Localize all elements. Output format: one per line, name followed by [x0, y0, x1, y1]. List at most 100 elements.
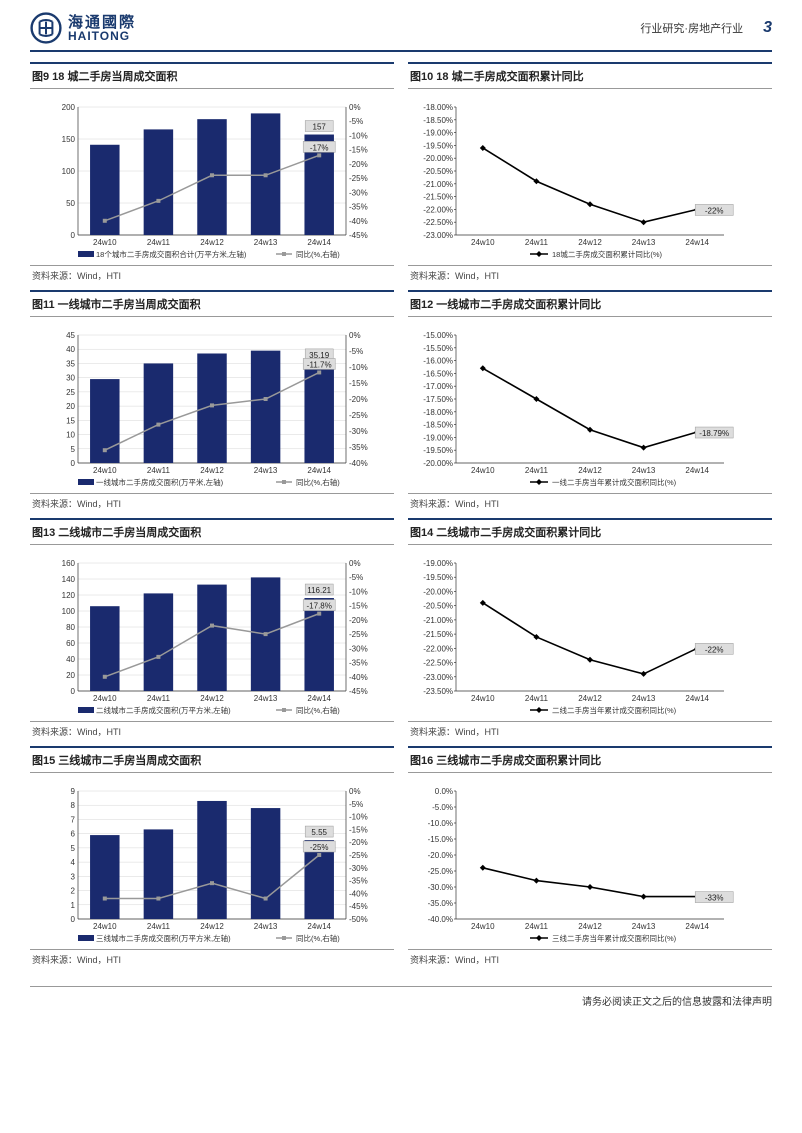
svg-text:24w13: 24w13	[632, 238, 656, 247]
svg-text:6: 6	[71, 830, 76, 839]
chart-area: -40.0%-35.0%-30.0%-25.0%-20.0%-15.0%-10.…	[408, 772, 772, 950]
svg-text:-19.00%: -19.00%	[423, 433, 453, 442]
svg-text:-40%: -40%	[349, 217, 368, 226]
svg-text:-18.79%: -18.79%	[699, 429, 729, 438]
svg-text:-16.50%: -16.50%	[423, 369, 453, 378]
svg-text:-23.00%: -23.00%	[423, 231, 453, 240]
chart-title: 图15 三线城市二手房当周成交面积	[30, 748, 394, 772]
svg-text:-5.0%: -5.0%	[432, 803, 453, 812]
svg-text:二线二手房当年累计成交面积同比(%): 二线二手房当年累计成交面积同比(%)	[552, 705, 677, 715]
svg-text:-35%: -35%	[349, 443, 368, 452]
svg-text:-25%: -25%	[349, 174, 368, 183]
svg-text:-19.00%: -19.00%	[423, 559, 453, 568]
svg-text:24w13: 24w13	[632, 694, 656, 703]
svg-text:18城二手房成交面积累计同比(%): 18城二手房成交面积累计同比(%)	[552, 249, 663, 259]
chart-source: 资料来源：Wind，HTI	[408, 950, 772, 966]
svg-text:-25%: -25%	[349, 851, 368, 860]
svg-text:-20.00%: -20.00%	[423, 154, 453, 163]
svg-text:-5%: -5%	[349, 800, 363, 809]
svg-text:24w10: 24w10	[93, 922, 117, 931]
svg-text:-10%: -10%	[349, 363, 368, 372]
svg-text:5: 5	[71, 445, 76, 454]
chart-title: 图14 二线城市二手房成交面积累计同比	[408, 520, 772, 544]
svg-text:-20%: -20%	[349, 616, 368, 625]
svg-text:-20.50%: -20.50%	[423, 167, 453, 176]
svg-text:同比(%,右轴): 同比(%,右轴)	[296, 477, 340, 487]
svg-text:-25%: -25%	[349, 411, 368, 420]
svg-text:24w12: 24w12	[200, 922, 224, 931]
logo-text-en: HAITONG	[68, 30, 136, 42]
svg-text:-21.50%: -21.50%	[423, 630, 453, 639]
svg-text:-5%: -5%	[349, 347, 363, 356]
svg-text:24w11: 24w11	[147, 694, 171, 703]
svg-text:-19.50%: -19.50%	[423, 446, 453, 455]
svg-text:-35%: -35%	[349, 877, 368, 886]
svg-text:-10%: -10%	[349, 587, 368, 596]
svg-text:-19.50%: -19.50%	[423, 573, 453, 582]
svg-text:同比(%,右轴): 同比(%,右轴)	[296, 249, 340, 259]
chart-title: 图9 18 城二手房当周成交面积	[30, 64, 394, 88]
svg-text:-5%: -5%	[349, 117, 363, 126]
svg-text:24w14: 24w14	[685, 922, 709, 931]
svg-text:-20.50%: -20.50%	[423, 602, 453, 611]
svg-text:24w13: 24w13	[632, 922, 656, 931]
chart-source: 资料来源：Wind，HTI	[30, 494, 394, 510]
svg-text:0: 0	[71, 459, 76, 468]
svg-text:同比(%,右轴): 同比(%,右轴)	[296, 933, 340, 943]
svg-text:-19.00%: -19.00%	[423, 129, 453, 138]
chart-area: -23.50%-23.00%-22.50%-22.00%-21.50%-21.0…	[408, 544, 772, 722]
svg-text:-40%: -40%	[349, 673, 368, 682]
svg-text:18个城市二手房成交面积合计(万平方米,左轴): 18个城市二手房成交面积合计(万平方米,左轴)	[96, 249, 247, 259]
chart-source: 资料来源：Wind，HTI	[408, 722, 772, 738]
chart-title: 图16 三线城市二手房成交面积累计同比	[408, 748, 772, 772]
footer-disclaimer: 请务必阅读正文之后的信息披露和法律声明	[30, 986, 772, 1008]
svg-text:35: 35	[66, 359, 75, 368]
svg-text:24w12: 24w12	[578, 922, 602, 931]
svg-text:24w14: 24w14	[685, 238, 709, 247]
haitong-logo-icon	[30, 12, 62, 44]
svg-text:24w11: 24w11	[525, 238, 549, 247]
svg-text:24w13: 24w13	[254, 694, 278, 703]
svg-text:140: 140	[62, 575, 76, 584]
svg-text:24w11: 24w11	[525, 466, 549, 475]
svg-text:三线城市二手房成交面积(万平方米,左轴): 三线城市二手房成交面积(万平方米,左轴)	[96, 933, 231, 943]
svg-text:24w14: 24w14	[307, 238, 331, 247]
chart-source: 资料来源：Wind，HTI	[408, 266, 772, 282]
svg-text:三线二手房当年累计成交面积同比(%): 三线二手房当年累计成交面积同比(%)	[552, 933, 677, 943]
svg-text:24w13: 24w13	[632, 466, 656, 475]
svg-text:-33%: -33%	[705, 894, 724, 903]
svg-text:3: 3	[71, 872, 76, 881]
svg-text:-5%: -5%	[349, 573, 363, 582]
svg-text:24w13: 24w13	[254, 466, 278, 475]
chart-source: 资料来源：Wind，HTI	[30, 950, 394, 966]
svg-text:24w14: 24w14	[685, 694, 709, 703]
svg-text:157: 157	[313, 123, 327, 132]
svg-text:24w12: 24w12	[200, 466, 224, 475]
svg-text:-45%: -45%	[349, 231, 368, 240]
logo-text-cn: 海通國際	[68, 15, 136, 30]
svg-text:-30%: -30%	[349, 864, 368, 873]
svg-text:2: 2	[71, 887, 76, 896]
svg-text:24w11: 24w11	[525, 922, 549, 931]
svg-text:5.55: 5.55	[311, 828, 327, 837]
svg-text:116.21: 116.21	[307, 586, 331, 595]
svg-text:-25.0%: -25.0%	[428, 867, 453, 876]
svg-text:-22.50%: -22.50%	[423, 659, 453, 668]
svg-text:10: 10	[66, 431, 75, 440]
svg-text:40: 40	[66, 345, 75, 354]
svg-text:60: 60	[66, 639, 75, 648]
svg-text:24w11: 24w11	[147, 238, 171, 247]
svg-text:5: 5	[71, 844, 76, 853]
svg-text:-15%: -15%	[349, 379, 368, 388]
chart-panel-c11: 图11 一线城市二手房当周成交面积 051015202530354045-40%…	[30, 290, 394, 510]
svg-text:-20.00%: -20.00%	[423, 587, 453, 596]
page-number: 3	[763, 19, 772, 37]
svg-text:24w12: 24w12	[200, 238, 224, 247]
svg-text:同比(%,右轴): 同比(%,右轴)	[296, 705, 340, 715]
svg-text:0%: 0%	[349, 103, 361, 112]
svg-text:-50%: -50%	[349, 915, 368, 924]
svg-text:45: 45	[66, 331, 75, 340]
svg-text:-22.00%: -22.00%	[423, 205, 453, 214]
chart-source: 资料来源：Wind，HTI	[30, 722, 394, 738]
svg-text:24w11: 24w11	[525, 694, 549, 703]
